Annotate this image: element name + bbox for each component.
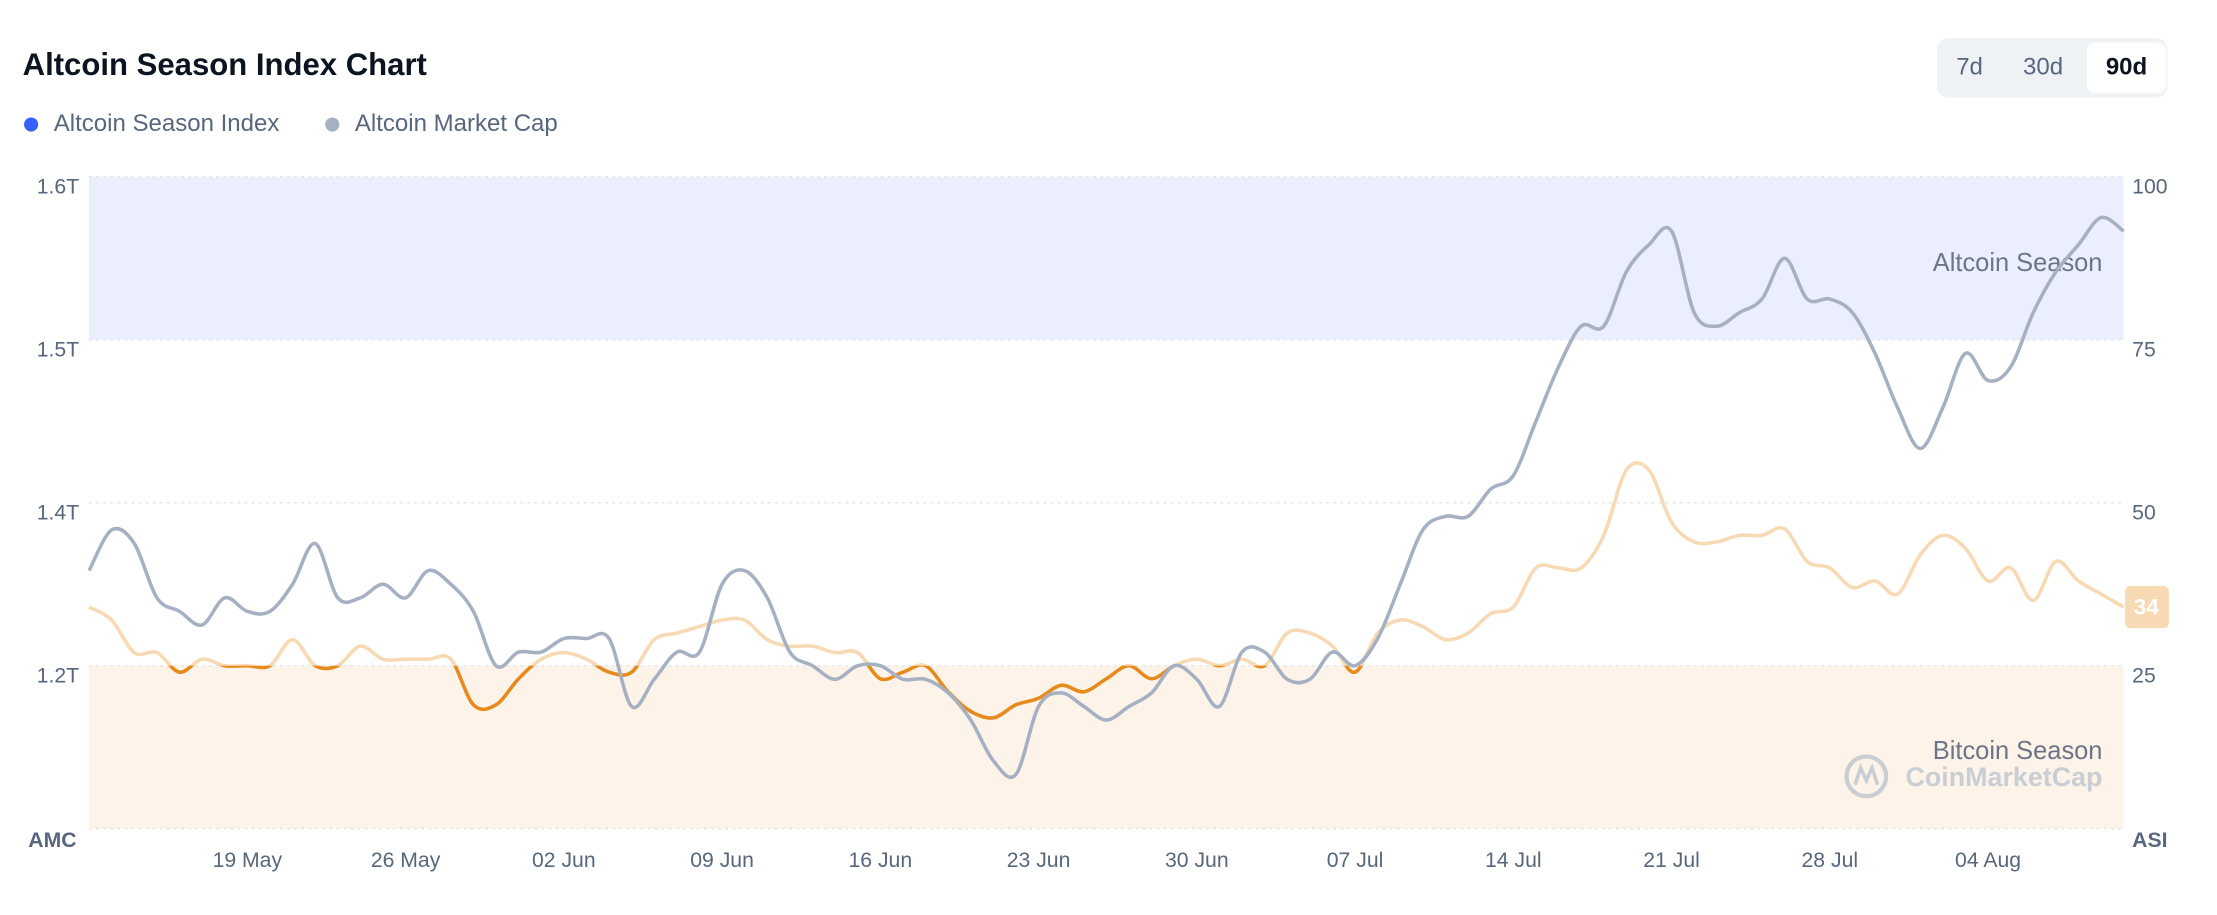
chart-title: Altcoin Season Index Chart [23, 47, 427, 82]
range-button[interactable]: 7d [1956, 53, 1983, 80]
x-tick-label: 16 Jun [848, 849, 912, 872]
x-tick-label: 26 May [371, 849, 441, 872]
market-cap-line [87, 215, 2125, 780]
y-axis-label: AMC [28, 829, 76, 852]
y-tick-label: 1.2T [37, 665, 79, 688]
last-value-badge [2125, 585, 2169, 629]
band-label: Bitcoin Season [1933, 737, 2103, 765]
legend-marker [325, 117, 340, 132]
x-tick-label: 04 Aug [1955, 849, 2021, 872]
legend-label: Altcoin Market Cap [355, 110, 558, 137]
y-tick-label: 1.4T [37, 502, 79, 525]
watermark-logo [1853, 762, 1880, 786]
x-tick-label: 30 Jun [1165, 849, 1229, 872]
y2-tick-label: 25 [2132, 665, 2156, 688]
legend-label: Altcoin Season Index [54, 110, 280, 137]
y2-tick-label: 100 [2132, 176, 2167, 199]
band-label: Altcoin Season [1933, 249, 2103, 277]
range-button[interactable]: 30d [2023, 53, 2063, 80]
x-tick-label: 09 Jun [690, 849, 754, 872]
x-tick-label: 02 Jun [532, 849, 596, 872]
x-tick-label: 23 Jun [1007, 849, 1071, 872]
y2-tick-label: 75 [2132, 339, 2156, 362]
watermark-logo [1844, 754, 1889, 799]
season-band [89, 176, 2124, 340]
y-tick-label: 1.5T [37, 339, 79, 362]
index-line-below [168, 665, 1364, 720]
y2-axis-label: ASI [2132, 829, 2167, 852]
x-tick-label: 21 Jul [1643, 849, 1700, 872]
season-band [89, 665, 2124, 829]
x-tick-label: 19 May [213, 849, 283, 872]
last-value-label: 34 [2134, 594, 2160, 619]
x-tick-label: 28 Jul [1802, 849, 1859, 872]
legend-marker [24, 117, 39, 132]
y2-tick-label: 50 [2132, 502, 2156, 525]
x-tick-label: 07 Jul [1327, 849, 1384, 872]
x-tick-label: 14 Jul [1485, 849, 1542, 872]
index-line-above [88, 461, 2125, 666]
range-button[interactable]: 90d [2106, 53, 2147, 80]
range-button-active[interactable] [2086, 42, 2167, 94]
y-tick-label: 1.6T [37, 176, 79, 199]
watermark: CoinMarketCap [1905, 762, 2102, 792]
